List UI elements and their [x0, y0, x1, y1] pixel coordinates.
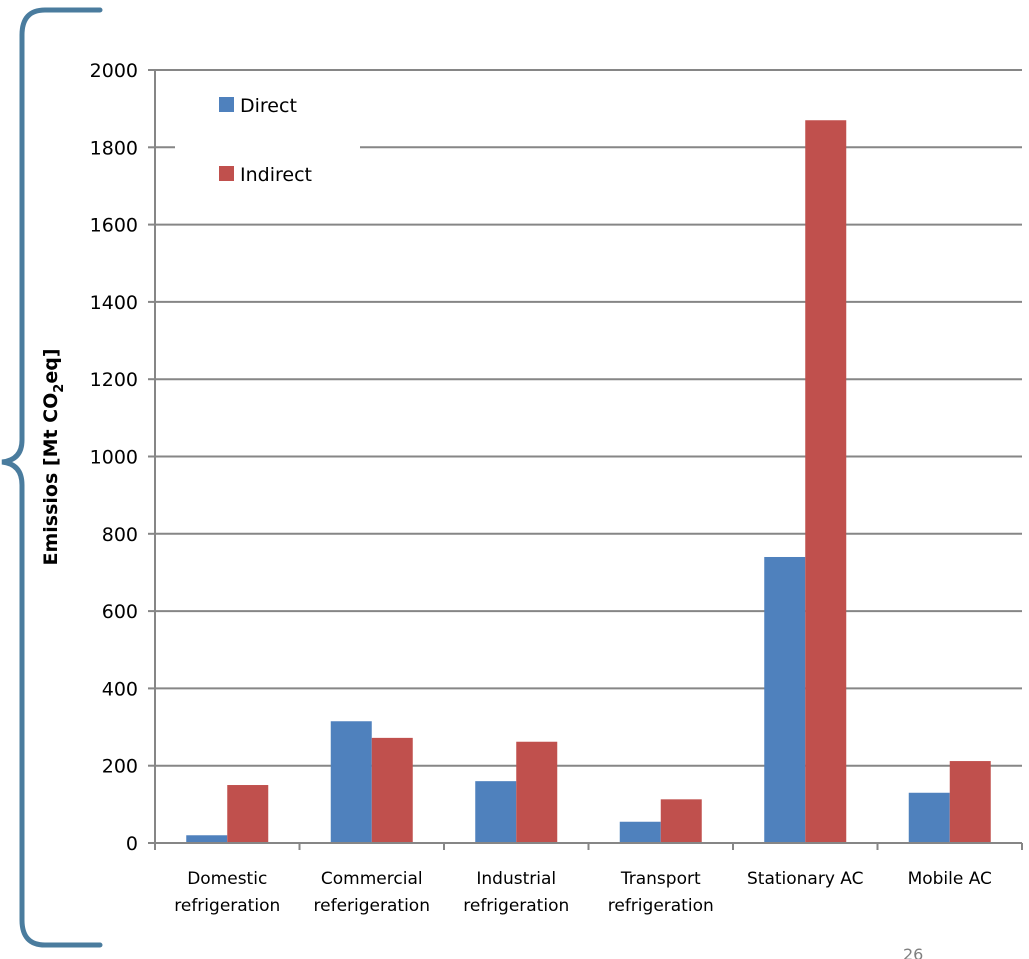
y-tick-label: 1200 [90, 369, 138, 391]
x-category-labels: Domestic refrigeration Commercial referiger… [174, 869, 992, 916]
legend-label-direct: Direct [240, 95, 297, 117]
y-tick-label: 1800 [90, 137, 138, 159]
bar-indirect-1 [371, 737, 413, 843]
y-tick-label: 1400 [90, 292, 138, 314]
y-tick-label: 600 [102, 601, 138, 623]
y-tick-labels: 0 200 400 600 800 1000 1200 1400 1600 1800 2000 [90, 60, 138, 855]
legend-label-indirect: Indirect [240, 164, 312, 186]
x-category-label: Transport [620, 869, 701, 889]
bars [186, 120, 991, 844]
bar-direct-2 [475, 781, 517, 843]
x-category-label: referigeration [314, 896, 430, 916]
legend-swatch-indirect [219, 166, 234, 181]
y-tick-label: 400 [102, 678, 138, 700]
y-tick-label: 0 [126, 833, 138, 855]
bar-direct-0 [186, 835, 228, 843]
x-category-label: Mobile AC [908, 869, 992, 889]
bar-direct-4 [764, 556, 806, 843]
y-tick-label: 200 [102, 756, 138, 778]
bar-indirect-2 [516, 741, 558, 843]
bar-direct-3 [619, 821, 661, 843]
x-category-label: refrigeration [608, 896, 714, 916]
y-tick-label: 2000 [90, 60, 138, 82]
bar-direct-1 [330, 721, 372, 843]
y-tick-label: 800 [102, 524, 138, 546]
y-tick-label: 1000 [90, 447, 138, 469]
left-brace-decoration [1, 7, 103, 948]
gridlines [155, 69, 1022, 767]
x-category-label: refrigeration [463, 896, 569, 916]
x-category-label: Industrial [476, 869, 556, 889]
bar-indirect-4 [805, 120, 847, 844]
axes [148, 69, 1023, 850]
x-category-label: Commercial [321, 869, 423, 889]
bar-direct-5 [908, 792, 950, 843]
bar-indirect-5 [949, 761, 991, 843]
y-tick-label: 1600 [90, 215, 138, 237]
x-category-label: refrigeration [174, 896, 280, 916]
page-number: 26 [903, 945, 923, 959]
bar-indirect-3 [660, 799, 702, 843]
legend-swatch-direct [219, 97, 234, 112]
bar-indirect-0 [227, 785, 269, 843]
x-category-label: Stationary AC [747, 869, 864, 889]
y-axis-label: Emissios [Mt CO2eq] [40, 349, 67, 566]
legend-background [175, 83, 360, 193]
legend: Direct Indirect [175, 83, 360, 193]
x-category-label: Domestic [187, 869, 267, 889]
